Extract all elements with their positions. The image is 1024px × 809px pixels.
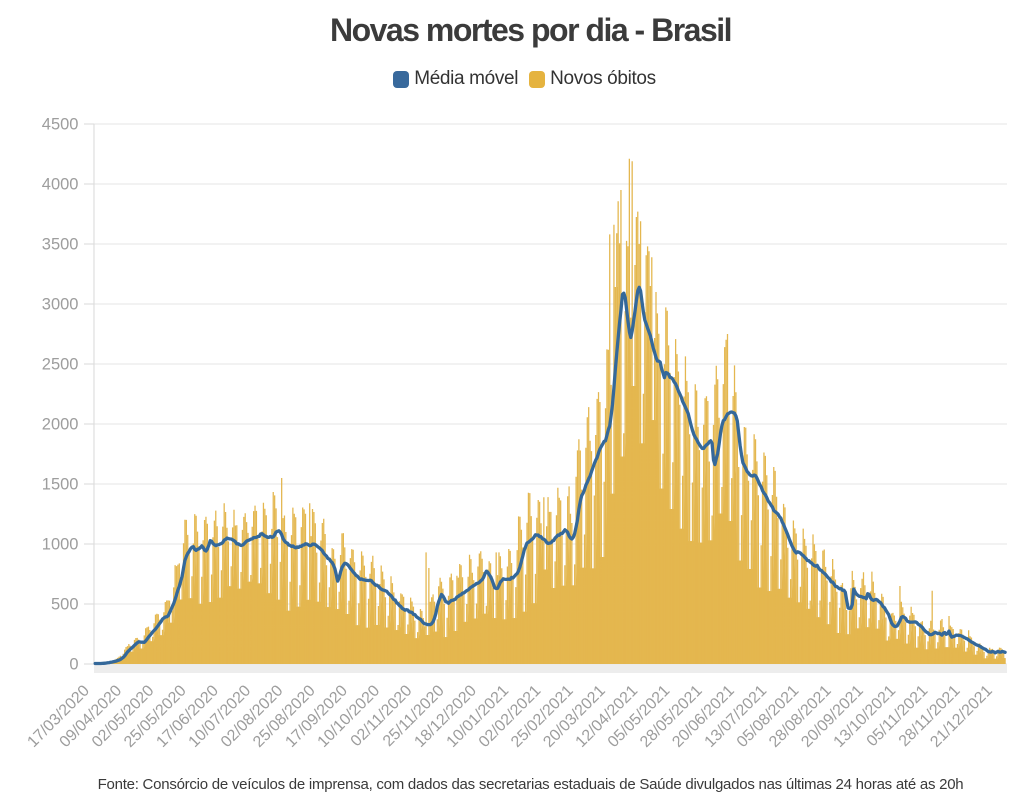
svg-text:0: 0 bbox=[69, 656, 78, 674]
svg-text:4000: 4000 bbox=[42, 176, 79, 194]
svg-text:3500: 3500 bbox=[42, 236, 79, 254]
svg-text:1500: 1500 bbox=[42, 476, 79, 494]
svg-text:1000: 1000 bbox=[42, 536, 79, 554]
svg-text:4500: 4500 bbox=[42, 116, 79, 134]
svg-text:3000: 3000 bbox=[42, 296, 79, 314]
svg-text:500: 500 bbox=[51, 596, 79, 614]
svg-text:2500: 2500 bbox=[42, 356, 79, 374]
svg-text:2000: 2000 bbox=[42, 416, 79, 434]
